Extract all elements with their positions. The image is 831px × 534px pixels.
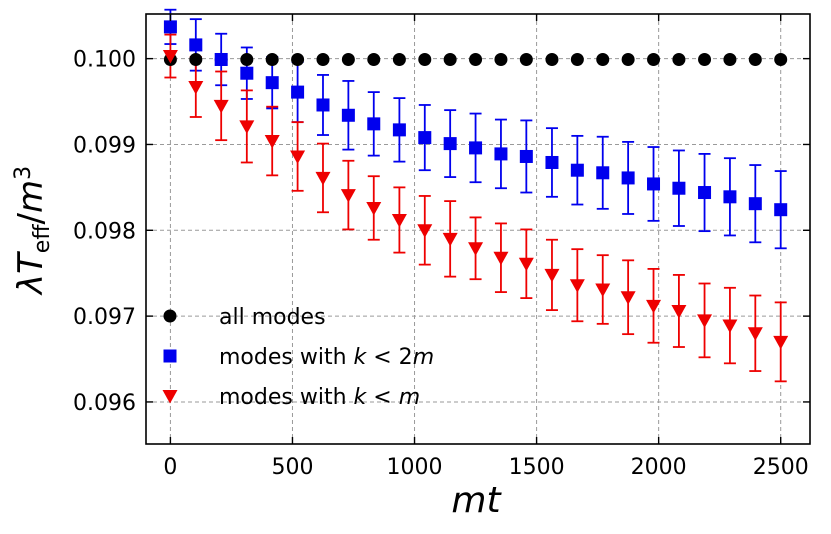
axis-ticks [146,14,810,444]
data-point-square [596,166,610,180]
data-point-square [698,186,712,200]
data-point-square [240,66,254,80]
y-tick-label: 0.098 [73,219,136,244]
plot-frame [145,13,811,445]
x-tick-label: 2500 [753,455,809,480]
data-point-circle [240,52,254,66]
data-point-triangle-down [518,257,534,272]
y-tick-label: 0.100 [73,48,136,73]
data-point-circle [494,52,508,66]
data-point-triangle-down [493,251,509,266]
x-tick-label: 500 [271,455,313,480]
data-point-square [265,76,279,90]
data-point-square [418,131,432,145]
y-tick-label: 0.097 [73,305,136,330]
data-point-triangle-down [366,201,382,216]
data-point-square [774,203,788,217]
data-point-square [443,137,457,151]
data-point-triangle-down [290,150,306,164]
data-point-triangle-down [569,279,585,293]
data-point-square [723,190,737,204]
data-point-circle [748,52,762,66]
data-point-circle [189,52,203,66]
legend: all modes modes with k < 2m modes with k <… [162,305,434,410]
x-axis-label: mt [451,480,502,521]
data-point-triangle-down [671,304,687,319]
data-point-triangle-down [315,171,331,186]
data-point-triangle-down [773,335,789,350]
data-point-square [163,20,177,34]
data-point-circle [774,52,788,66]
data-point-circle [392,52,406,66]
data-point-square [672,181,686,195]
data-point-square [189,38,203,52]
x-tick-label: 0 [163,455,177,480]
legend-label: all modes [219,305,326,330]
data-point-square [469,141,483,155]
y-tick-label: 0.096 [73,391,136,416]
data-point-triangle-down [188,80,204,95]
data-point-square [214,52,228,66]
data-point-square [367,117,381,131]
data-point-circle [519,52,533,66]
data-point-circle [265,52,279,66]
data-point-circle [596,52,610,66]
data-point-square [392,123,406,137]
data-point-triangle-down [264,135,280,149]
data-markers [162,20,789,350]
data-point-square [291,85,305,99]
data-point-triangle-down [162,50,178,64]
data-point-circle [723,52,737,66]
data-point-square [341,108,355,122]
data-point-circle [621,52,635,66]
data-point-triangle-down [646,299,662,314]
data-point-triangle-down [239,120,255,134]
data-point-triangle-down [442,232,458,247]
data-point-triangle-down [213,99,229,114]
legend-label: modes with k < m [219,385,420,410]
data-point-square [316,98,330,112]
data-point-circle [545,52,559,66]
x-tick-label: 1000 [387,455,443,480]
data-point-triangle-down [340,189,356,203]
data-point-triangle-down [747,327,763,341]
legend-label: modes with k < 2m [219,345,434,370]
y-axis-label: λTeff/m3 [11,166,55,296]
data-point-circle [291,52,305,66]
data-point-square [494,147,508,161]
data-point-circle [418,52,432,66]
data-point-triangle-down [468,242,484,256]
data-point-square [748,197,762,211]
data-point-triangle-down [391,213,407,228]
data-point-circle [469,52,483,66]
data-point-triangle-down [722,319,738,334]
data-point-square [570,163,584,177]
data-point-circle [367,52,381,66]
y-tick-label: 0.099 [73,133,136,158]
data-point-circle [570,52,584,66]
data-point-circle [698,52,712,66]
data-point-circle [443,52,457,66]
x-tick-label: 2000 [631,455,687,480]
data-point-square [621,171,635,185]
data-point-circle [672,52,686,66]
data-point-square [545,155,559,169]
data-point-circle [341,52,355,66]
legend-marker [163,349,177,363]
data-point-circle [647,52,661,66]
legend-marker [163,309,177,323]
x-tick-label: 1500 [509,455,565,480]
data-point-triangle-down [417,224,433,238]
data-point-square [519,149,533,163]
data-point-triangle-down [595,283,611,298]
data-point-triangle-down [620,291,636,305]
legend-marker [162,390,178,404]
data-point-circle [316,52,330,66]
tick-labels: 0 500 1000 1500 2000 2500 0.096 0.097 0.098 0.099… [73,48,809,480]
data-point-triangle-down [697,314,713,328]
data-point-square [647,177,661,191]
data-point-triangle-down [544,268,560,283]
